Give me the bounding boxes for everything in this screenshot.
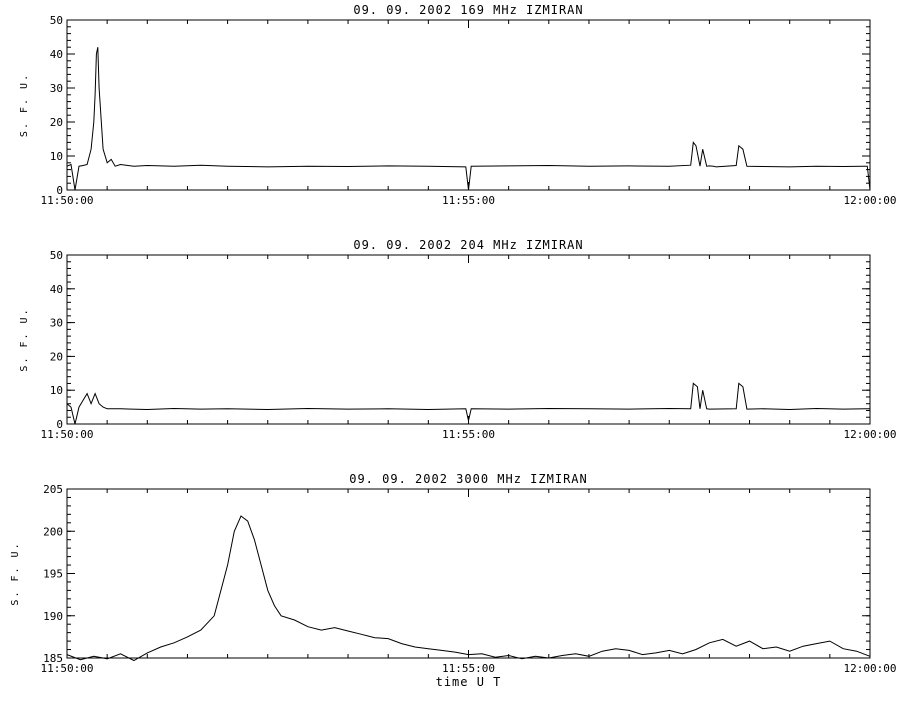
y-tick-label: 195	[43, 568, 63, 581]
x-tick-label: 11:55:00	[442, 194, 495, 207]
y-tick-label: 50	[50, 249, 63, 262]
chart-title: 09. 09. 2002 204 MHz IZMIRAN	[353, 238, 583, 252]
y-tick-label: 40	[50, 283, 63, 296]
y-tick-label: 205	[43, 483, 63, 496]
x-tick-label: 11:50:00	[41, 662, 94, 675]
y-tick-label: 0	[56, 418, 63, 431]
y-tick-label: 30	[50, 82, 63, 95]
y-tick-label: 20	[50, 116, 63, 129]
x-tick-label: 12:00:00	[844, 428, 897, 441]
chart-panel-1: 09. 09. 2002 169 MHz IZMIRAN S. F. U. 0 10 2…	[19, 3, 896, 207]
x-tick-label: 12:00:00	[844, 194, 897, 207]
flux-series-line	[66, 47, 871, 191]
flux-series-line	[66, 382, 870, 425]
plot-frame	[66, 488, 871, 659]
chart-title: 09. 09. 2002 169 MHz IZMIRAN	[353, 3, 583, 17]
y-axis-label: S. F. U.	[19, 73, 30, 137]
x-tick-label: 11:55:00	[442, 428, 495, 441]
plot-frame	[66, 254, 871, 425]
y-axis-label: S. F. U.	[19, 307, 30, 371]
y-tick-label: 200	[43, 525, 63, 538]
y-tick-label: 20	[50, 350, 63, 363]
x-axis-label: time U T	[436, 675, 502, 689]
y-tick-label: 190	[43, 610, 63, 623]
y-tick-label: 40	[50, 48, 63, 61]
x-tick-label: 11:50:00	[41, 194, 94, 207]
y-tick-label: 10	[50, 384, 63, 397]
y-tick-label: 30	[50, 317, 63, 330]
y-tick-label: 185	[43, 652, 63, 665]
chart-title: 09. 09. 2002 3000 MHz IZMIRAN	[349, 472, 588, 486]
flux-series-line	[66, 515, 871, 662]
y-tick-label: 50	[50, 14, 63, 27]
plot-frame	[66, 19, 871, 191]
x-tick-label: 12:00:00	[844, 662, 897, 675]
y-tick-label: 0	[56, 184, 63, 197]
chart-panel-2: 09. 09. 2002 204 MHz IZMIRAN S. F. U. 0 10 2…	[19, 238, 896, 441]
x-tick-label: 11:50:00	[41, 428, 94, 441]
y-axis-label: S. F. U.	[10, 541, 21, 605]
chart-panel-3: 09. 09. 2002 3000 MHz IZMIRAN S. F. U. 185…	[10, 472, 896, 689]
x-tick-label: 11:55:00	[442, 662, 495, 675]
y-tick-label: 10	[50, 150, 63, 163]
